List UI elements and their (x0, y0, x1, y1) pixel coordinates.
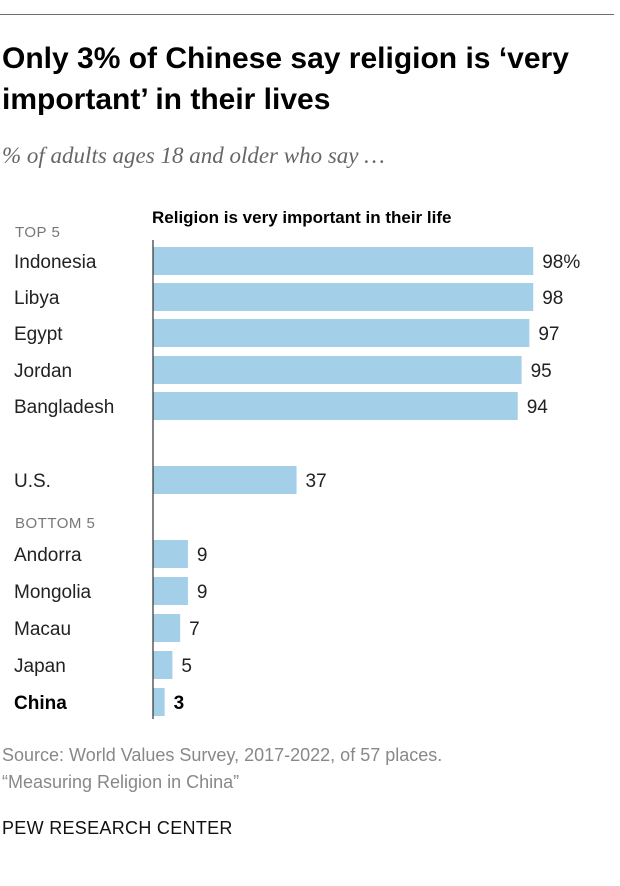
bar-indonesia (153, 247, 534, 275)
category-label-macau: Macau (14, 619, 71, 640)
category-label-andorra: Andorra (14, 545, 82, 566)
value-label-mongolia: 9 (197, 582, 208, 603)
category-label-indonesia: Indonesia (14, 252, 97, 273)
bar-china (153, 688, 165, 716)
category-label-u-s: U.S. (14, 471, 51, 492)
category-label-mongolia: Mongolia (14, 582, 92, 603)
value-label-andorra: 9 (197, 545, 208, 566)
bar-bangladesh (153, 392, 518, 420)
category-label-jordan: Jordan (14, 361, 72, 382)
value-label-jordan: 95 (531, 361, 552, 382)
top-rule (0, 14, 614, 15)
series-heading: Religion is very important in their life (152, 208, 452, 227)
category-label-japan: Japan (14, 656, 66, 677)
source-line-2: “Measuring Religion in China” (2, 772, 240, 792)
brand-label: PEW RESEARCH CENTER (2, 818, 233, 838)
chart-title: Only 3% of Chinese say religion is ‘very… (2, 42, 569, 116)
category-label-egypt: Egypt (14, 324, 63, 345)
group-label-top: TOP 5 (15, 224, 61, 241)
bar-andorra (153, 540, 188, 568)
value-label-china: 3 (174, 693, 185, 714)
bar-jordan (153, 356, 522, 384)
category-label-bangladesh: Bangladesh (14, 397, 114, 418)
chart-subtitle: % of adults ages 18 and older who say … (2, 143, 385, 168)
bar-macau (153, 614, 181, 642)
bar-mongolia (153, 577, 188, 605)
bar-u-s (153, 466, 297, 494)
value-label-macau: 7 (189, 619, 200, 640)
bar-egypt (153, 319, 530, 347)
group-label-bottom: BOTTOM 5 (15, 515, 96, 532)
value-label-indonesia: 98% (542, 252, 580, 273)
bar-libya (153, 283, 534, 311)
source-note: Source: World Values Survey, 2017-2022, … (2, 742, 442, 796)
bar-japan (153, 651, 173, 679)
value-label-egypt: 97 (538, 324, 559, 345)
value-label-libya: 98 (542, 288, 563, 309)
category-label-china: China (14, 693, 67, 714)
source-line-1: Source: World Values Survey, 2017-2022, … (2, 745, 443, 765)
category-label-libya: Libya (14, 288, 60, 309)
value-label-u-s: 37 (306, 471, 327, 492)
value-label-bangladesh: 94 (527, 397, 549, 418)
value-label-japan: 5 (181, 656, 192, 677)
